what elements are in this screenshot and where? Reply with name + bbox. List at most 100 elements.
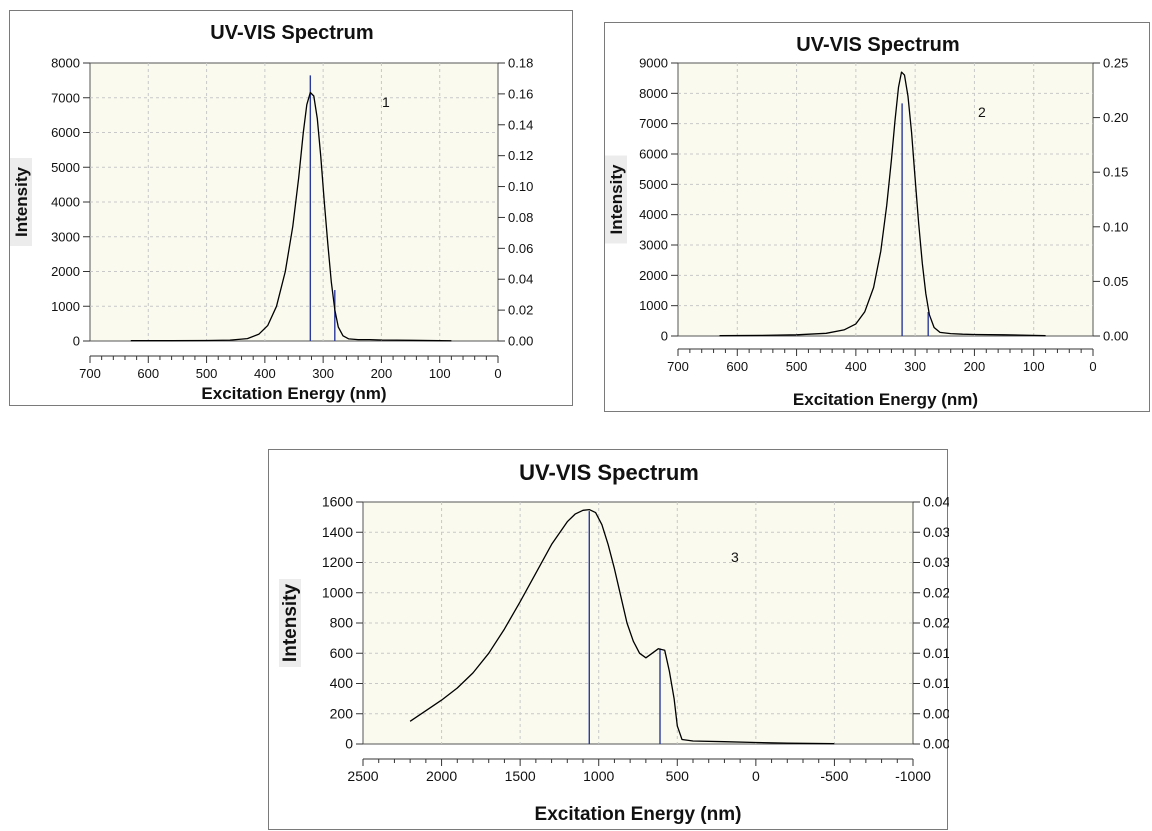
y-tick-label: 0 <box>661 329 668 344</box>
y2-tick-label: 0.15 <box>1103 165 1128 180</box>
y-tick-label: 2000 <box>51 264 80 279</box>
x-tick-label: 400 <box>254 366 276 381</box>
x-tick-label: 700 <box>79 366 101 381</box>
chart-svg: UV-VIS Spectrum0100020003000400050006000… <box>10 22 533 403</box>
y-axis-label: Intensity <box>607 164 626 234</box>
x-tick-label: 100 <box>1023 359 1045 374</box>
spectrum-curve <box>719 71 1046 337</box>
spectrum-chart-3: UV-VIS Spectrum 0 200 400 600 800 1000 1200 1400… <box>268 449 949 830</box>
y2-tick-label: 0.015 <box>923 645 949 661</box>
chart-annotation: 2 <box>978 104 986 120</box>
y-tick-label: 8000 <box>51 56 80 71</box>
y2-tick-label: 0.04 <box>508 272 533 287</box>
chart-svg: UV-VIS Spectrum 0 200 400 600 800 1000 1200 1400… <box>279 460 949 825</box>
x-tick-label: 200 <box>964 359 986 374</box>
y-tick-label: 800 <box>330 615 354 631</box>
chart-annotation: 1 <box>382 94 390 110</box>
y-tick-label: 1400 <box>322 524 353 540</box>
y-tick-label: 600 <box>330 645 354 661</box>
y-tick-label: 6000 <box>51 125 80 140</box>
y-tick-label: 1000 <box>639 298 668 313</box>
y2-tick-label: 0.000 <box>923 736 949 752</box>
y-tick-label: 2000 <box>639 268 668 283</box>
x-tick-label: 300 <box>904 359 926 374</box>
y2-tick-label: 0.02 <box>508 303 533 318</box>
x-tick-label: 2500 <box>347 768 378 784</box>
y-tick-label: 400 <box>330 675 354 691</box>
y2-tick-label: 0.14 <box>508 117 533 132</box>
y-tick-label: 1000 <box>322 584 353 600</box>
x-tick-label: 200 <box>371 366 393 381</box>
chart-svg: UV-VIS Spectrum0100020003000400050006000… <box>605 34 1128 409</box>
y-tick-label: 1000 <box>51 299 80 314</box>
y2-tick-label: 0.10 <box>1103 219 1128 234</box>
y2-tick-label: 0.020 <box>923 615 949 631</box>
chart-annotation: 3 <box>731 549 739 565</box>
y2-tick-label: 0.18 <box>508 56 533 71</box>
chart-title: UV-VIS Spectrum <box>796 34 959 56</box>
x-tick-label: 600 <box>726 359 748 374</box>
y-axis-label-background <box>605 155 627 244</box>
spectrum-curve <box>409 508 835 745</box>
y-tick-label: 1200 <box>322 554 353 570</box>
x-tick-label: 300 <box>312 366 334 381</box>
x-tick-label: -500 <box>820 768 848 784</box>
y-tick-label: 4000 <box>639 207 668 222</box>
chart-title: UV-VIS Spectrum <box>210 22 373 44</box>
y2-tick-label: 0.035 <box>923 524 949 540</box>
x-tick-label: 500 <box>196 366 218 381</box>
plot-area <box>677 62 1094 337</box>
plot-area <box>362 501 914 745</box>
y2-tick-label: 0.05 <box>1103 274 1128 289</box>
y2-tick-label: 0.16 <box>508 86 533 101</box>
y2-tick-label: 0.12 <box>508 148 533 163</box>
y-axis-label-background <box>10 158 32 246</box>
x-tick-label: -1000 <box>895 768 931 784</box>
x-tick-label: 1000 <box>583 768 614 784</box>
y2-tick-label: 0.025 <box>923 584 949 600</box>
x-tick-label: 2000 <box>426 768 457 784</box>
y-tick-label: 200 <box>330 705 354 721</box>
y-axis-label: Intensity <box>280 584 301 663</box>
spectrum-chart-2: UV-VIS Spectrum 0 1000 2000 3000 4000 5000 6000… <box>604 22 1150 412</box>
y-tick-label: 7000 <box>51 90 80 105</box>
x-tick-label: 400 <box>845 359 867 374</box>
y2-tick-label: 0.030 <box>923 554 949 570</box>
y2-tick-label: 0.10 <box>508 179 533 194</box>
y-tick-label: 7000 <box>639 116 668 131</box>
y-tick-label: 4000 <box>51 195 80 210</box>
y2-tick-label: 0.20 <box>1103 110 1128 125</box>
y-tick-label: 8000 <box>639 86 668 101</box>
y-tick-label: 5000 <box>639 177 668 192</box>
x-tick-label: 500 <box>666 768 690 784</box>
y2-tick-label: 0.010 <box>923 675 949 691</box>
x-tick-label: 0 <box>1089 359 1096 374</box>
y2-tick-label: 0.00 <box>1103 329 1128 344</box>
x-axis-label: Excitation Energy (nm) <box>793 390 978 409</box>
x-tick-label: 1500 <box>505 768 536 784</box>
x-axis-label: Excitation Energy (nm) <box>535 804 742 825</box>
y2-tick-label: 0.08 <box>508 210 533 225</box>
spectrum-chart-1: UV-VIS Spectrum 0 1000 2000 3000 4000 5000 6000… <box>9 10 573 406</box>
y-tick-label: 3000 <box>639 238 668 253</box>
y-tick-label: 9000 <box>639 56 668 71</box>
x-tick-label: 0 <box>752 768 760 784</box>
spectrum-curve <box>130 91 452 342</box>
y2-tick-label: 0.06 <box>508 241 533 256</box>
y2-tick-label: 0.005 <box>923 705 949 721</box>
x-tick-label: 100 <box>429 366 451 381</box>
x-tick-label: 600 <box>137 366 159 381</box>
y-axis-label-background <box>279 579 301 667</box>
y-tick-label: 6000 <box>639 147 668 162</box>
y-axis-label: Intensity <box>12 167 31 237</box>
x-axis-label: Excitation Energy (nm) <box>201 384 386 403</box>
x-tick-label: 700 <box>667 359 689 374</box>
x-tick-label: 500 <box>786 359 808 374</box>
chart-title: UV-VIS Spectrum <box>519 460 699 485</box>
y-tick-label: 0 <box>345 736 353 752</box>
y-tick-label: 0 <box>73 334 80 349</box>
y2-tick-label: 0.040 <box>923 494 949 510</box>
y2-tick-label: 0.25 <box>1103 56 1128 71</box>
x-tick-label: 0 <box>494 366 501 381</box>
y-tick-label: 5000 <box>51 160 80 175</box>
